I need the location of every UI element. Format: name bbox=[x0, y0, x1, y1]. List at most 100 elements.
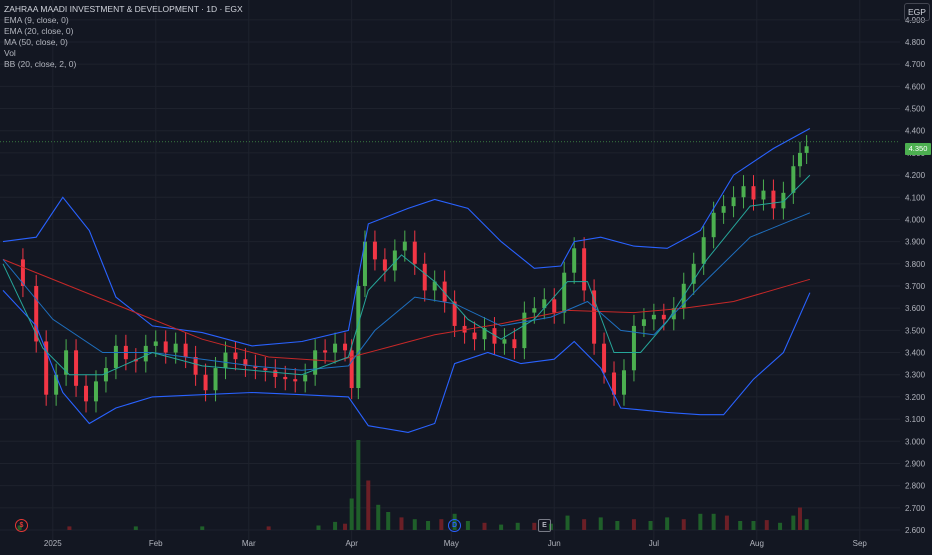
bollinger-upper-line bbox=[2, 128, 811, 347]
candle-body bbox=[791, 166, 796, 193]
volume-bar bbox=[465, 521, 470, 530]
y-axis-label: 3.600 bbox=[905, 304, 926, 313]
x-axis-label: Sep bbox=[853, 539, 868, 548]
volume-bar bbox=[412, 519, 417, 530]
indicator-ma50[interactable]: MA (50, close, 0) bbox=[4, 37, 68, 47]
volume-bar bbox=[751, 521, 756, 530]
candle-body bbox=[482, 328, 487, 340]
volume-bar bbox=[133, 526, 138, 530]
candle-body bbox=[797, 152, 802, 167]
candle-body bbox=[253, 365, 258, 369]
last-price-tag: 4.350 bbox=[905, 143, 931, 155]
x-axis-label: 2025 bbox=[44, 539, 62, 548]
y-axis-label: 3.900 bbox=[905, 238, 926, 247]
x-axis-label: Jun bbox=[548, 539, 561, 548]
y-axis-label: 3.200 bbox=[905, 393, 926, 402]
candle-body bbox=[323, 350, 328, 353]
candle-body bbox=[562, 272, 567, 313]
symbol-title[interactable]: ZAHRAA MAADI INVESTMENT & DEVELOPMENT · … bbox=[4, 4, 243, 14]
candle-body bbox=[492, 328, 497, 344]
candle-body bbox=[20, 259, 25, 286]
candle-body bbox=[93, 381, 98, 402]
indicator-ema9[interactable]: EMA (9, close, 0) bbox=[4, 15, 69, 25]
y-axis-label: 2.700 bbox=[905, 504, 926, 513]
volume-bar bbox=[356, 440, 361, 530]
candle-body bbox=[592, 290, 597, 344]
candle-body bbox=[651, 314, 656, 320]
candle-body bbox=[522, 312, 527, 349]
candle-body bbox=[412, 241, 417, 264]
candle-body bbox=[452, 301, 457, 326]
y-axis-label: 3.500 bbox=[905, 326, 926, 335]
y-axis-label: 2.900 bbox=[905, 459, 926, 468]
y-axis-label: 3.800 bbox=[905, 260, 926, 269]
candle-body bbox=[333, 343, 338, 353]
volume-bar bbox=[582, 519, 587, 530]
bollinger-lower-line bbox=[2, 290, 811, 433]
indicator-volume[interactable]: Vol bbox=[4, 48, 16, 58]
candle-body bbox=[362, 241, 367, 286]
candle-body bbox=[193, 356, 198, 375]
candle-body bbox=[641, 319, 646, 326]
candle-body bbox=[382, 259, 387, 271]
dividend-icon[interactable]: D bbox=[448, 519, 461, 532]
candle-body bbox=[243, 359, 248, 366]
indicator-ema20[interactable]: EMA (20, close, 0) bbox=[4, 26, 74, 36]
currency-button[interactable]: EGP bbox=[904, 3, 930, 21]
candle-body bbox=[283, 376, 288, 380]
candle-body bbox=[432, 281, 437, 291]
candle-body bbox=[223, 352, 228, 369]
volume-bar bbox=[648, 521, 653, 530]
candle-body bbox=[741, 186, 746, 198]
volume-bar bbox=[797, 507, 802, 530]
candle-body bbox=[582, 248, 587, 291]
candle-body bbox=[731, 197, 736, 207]
volume-bar bbox=[615, 521, 620, 530]
volume-bar bbox=[791, 515, 796, 530]
candle-body bbox=[402, 241, 407, 251]
candle-body bbox=[781, 192, 786, 209]
volume-bar bbox=[343, 523, 348, 530]
candle-body bbox=[612, 372, 617, 395]
volume-bar bbox=[349, 498, 354, 530]
candle-body bbox=[303, 374, 308, 382]
earnings-icon[interactable]: E bbox=[538, 519, 551, 532]
candle-body bbox=[153, 341, 158, 346]
y-axis-label: 4.800 bbox=[905, 38, 926, 47]
volume-bar bbox=[386, 512, 391, 530]
candle-body bbox=[74, 350, 79, 386]
y-axis-label: 4.600 bbox=[905, 82, 926, 91]
indicator-bollinger[interactable]: BB (20, close, 2, 0) bbox=[4, 59, 77, 69]
volume-bar bbox=[681, 519, 686, 530]
y-axis-label: 4.100 bbox=[905, 193, 926, 202]
volume-bar bbox=[532, 522, 537, 530]
dividend-icon[interactable]: $ bbox=[15, 519, 28, 532]
y-axis-label: 4.700 bbox=[905, 60, 926, 69]
candle-body bbox=[751, 186, 756, 200]
candle-body bbox=[512, 339, 517, 349]
candle-body bbox=[113, 345, 118, 369]
candle-body bbox=[349, 350, 354, 389]
candle-body bbox=[173, 343, 178, 353]
candle-body bbox=[392, 250, 397, 271]
volume-bar bbox=[366, 480, 371, 530]
volume-bar bbox=[200, 526, 205, 530]
volume-bar bbox=[698, 513, 703, 530]
volume-bar bbox=[764, 520, 769, 530]
candle-body bbox=[804, 146, 809, 153]
candle-body bbox=[64, 350, 69, 375]
candle-body bbox=[602, 343, 607, 373]
volume-bar bbox=[376, 504, 381, 530]
volume-bar bbox=[724, 515, 729, 530]
candle-body bbox=[442, 281, 447, 302]
volume-bar bbox=[439, 519, 444, 530]
candle-body bbox=[422, 263, 427, 291]
candle-body bbox=[84, 385, 89, 402]
volume-bar bbox=[482, 522, 487, 530]
chart-legend: ZAHRAA MAADI INVESTMENT & DEVELOPMENT · … bbox=[4, 4, 243, 70]
y-axis-label: 3.000 bbox=[905, 437, 926, 446]
volume-bar bbox=[399, 517, 404, 530]
x-axis-label: Feb bbox=[149, 539, 163, 548]
